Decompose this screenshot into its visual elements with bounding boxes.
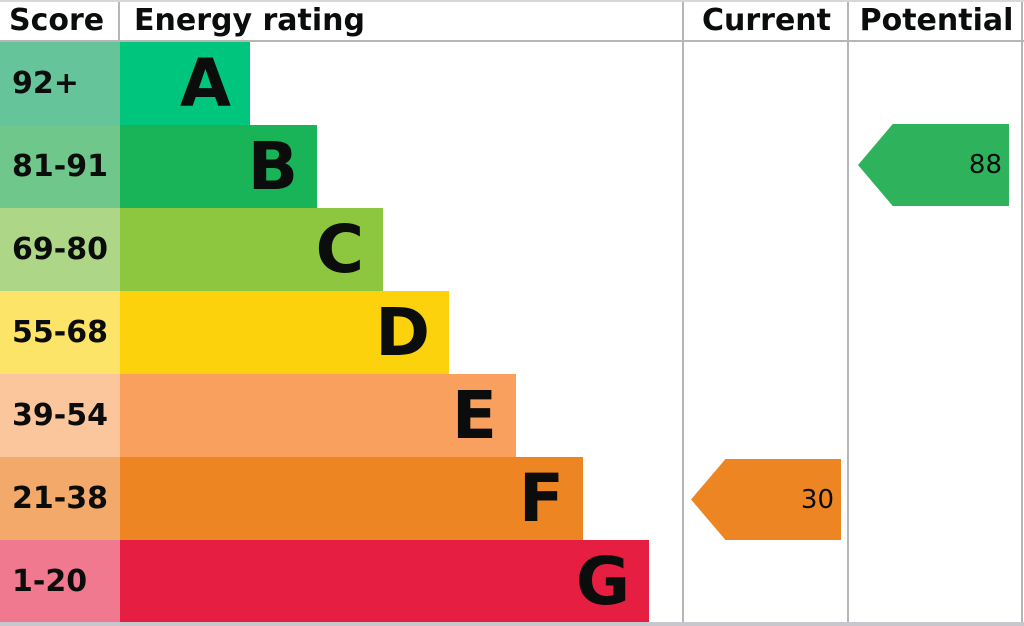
score-range-label: 21-38	[0, 457, 120, 540]
score-range-label: 55-68	[0, 291, 120, 374]
header-row: Score Energy rating Current Potential	[0, 0, 1024, 42]
potential-rating-value: 88	[968, 150, 1002, 180]
band-row-g: 1-20 G	[0, 540, 1024, 623]
band-row-d: 55-68 D	[0, 291, 1024, 374]
band-letter: B	[247, 128, 298, 205]
score-range-label: 1-20	[0, 540, 120, 623]
header-score-label: Score	[9, 3, 105, 38]
band-bar-e: E	[120, 374, 516, 457]
band-letter: D	[375, 294, 430, 371]
current-rating-value: 30	[800, 484, 834, 515]
band-bar-d: D	[120, 291, 449, 374]
band-bar-a: A	[120, 42, 250, 125]
score-range-label: 92+	[0, 42, 120, 125]
bottom-border	[0, 622, 1024, 626]
current-rating-arrow: 30	[691, 459, 841, 540]
band-letter: G	[575, 543, 630, 620]
band-bar-g: G	[120, 540, 649, 623]
band-letter: E	[451, 377, 497, 454]
score-range-label: 81-91	[0, 125, 120, 208]
band-letter: C	[315, 211, 364, 288]
band-bar-c: C	[120, 208, 383, 291]
header-current-label: Current	[701, 3, 831, 38]
header-energy-rating-label: Energy rating	[134, 3, 365, 38]
potential-column-divider	[847, 0, 849, 623]
score-range-label: 39-54	[0, 374, 120, 457]
band-bar-f: F	[120, 457, 583, 540]
top-border	[0, 0, 1024, 2]
header-score-divider	[118, 0, 120, 42]
band-bar-b: B	[120, 125, 317, 208]
band-letter: F	[518, 460, 564, 537]
band-row-f: 21-38 F	[0, 457, 1024, 540]
current-column-divider	[682, 0, 684, 623]
right-border	[1021, 0, 1023, 623]
band-row-b: 81-91 B	[0, 125, 1024, 208]
header-bottom-border	[0, 40, 1024, 42]
header-potential-label: Potential	[859, 3, 1014, 38]
band-row-a: 92+ A	[0, 42, 1024, 125]
score-range-label: 69-80	[0, 208, 120, 291]
band-row-e: 39-54 E	[0, 374, 1024, 457]
band-letter: A	[179, 45, 231, 122]
potential-rating-arrow: 88	[858, 124, 1009, 206]
band-row-c: 69-80 C	[0, 208, 1024, 291]
